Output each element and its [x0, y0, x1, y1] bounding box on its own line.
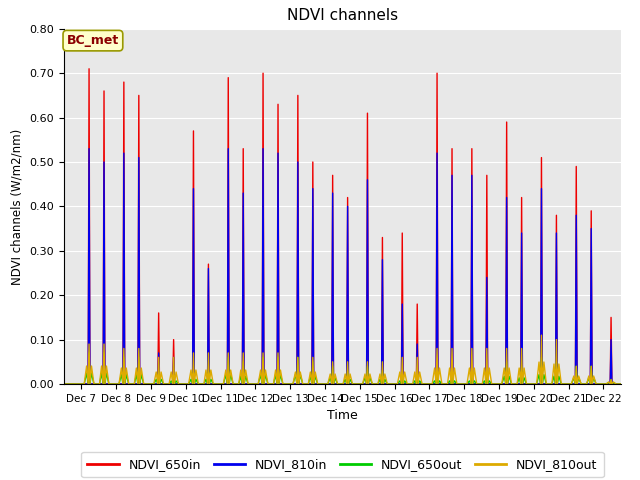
NDVI_810out: [61, 381, 68, 387]
NDVI_810out: [543, 381, 551, 387]
NDVI_810out: [627, 381, 635, 387]
NDVI_650out: [543, 381, 551, 387]
NDVI_650in: [361, 381, 369, 387]
NDVI_810in: [582, 381, 590, 387]
Line: NDVI_810out: NDVI_810out: [65, 335, 631, 384]
NDVI_650in: [543, 381, 551, 387]
NDVI_650in: [570, 381, 578, 387]
NDVI_650out: [550, 373, 558, 379]
Text: BC_met: BC_met: [67, 34, 119, 47]
NDVI_650in: [125, 381, 133, 387]
NDVI_810in: [361, 381, 369, 387]
NDVI_650out: [570, 375, 578, 381]
NDVI_810in: [543, 381, 551, 387]
NDVI_810in: [550, 381, 558, 387]
NDVI_650in: [85, 66, 93, 72]
Title: NDVI channels: NDVI channels: [287, 9, 398, 24]
Line: NDVI_810in: NDVI_810in: [65, 149, 631, 384]
NDVI_810out: [582, 381, 590, 387]
X-axis label: Time: Time: [327, 409, 358, 422]
NDVI_650out: [582, 381, 590, 387]
NDVI_650in: [582, 381, 590, 387]
Line: NDVI_650in: NDVI_650in: [65, 69, 631, 384]
NDVI_650in: [550, 381, 558, 387]
NDVI_650out: [361, 375, 369, 381]
NDVI_650in: [627, 381, 635, 387]
NDVI_810in: [125, 381, 133, 387]
NDVI_810out: [538, 332, 545, 338]
NDVI_810out: [359, 381, 367, 387]
NDVI_810in: [61, 381, 68, 387]
Y-axis label: NDVI channels (W/m2/nm): NDVI channels (W/m2/nm): [11, 128, 24, 285]
NDVI_810in: [627, 381, 635, 387]
NDVI_810out: [570, 373, 578, 379]
NDVI_810out: [125, 381, 132, 387]
NDVI_650out: [85, 350, 93, 356]
NDVI_810out: [550, 361, 558, 367]
NDVI_810in: [570, 381, 578, 387]
NDVI_650in: [61, 381, 68, 387]
Legend: NDVI_650in, NDVI_810in, NDVI_650out, NDVI_810out: NDVI_650in, NDVI_810in, NDVI_650out, NDV…: [81, 452, 604, 477]
NDVI_650out: [125, 381, 133, 387]
NDVI_810in: [85, 146, 93, 152]
NDVI_650out: [61, 381, 68, 387]
Line: NDVI_650out: NDVI_650out: [65, 353, 631, 384]
NDVI_650out: [627, 381, 635, 387]
